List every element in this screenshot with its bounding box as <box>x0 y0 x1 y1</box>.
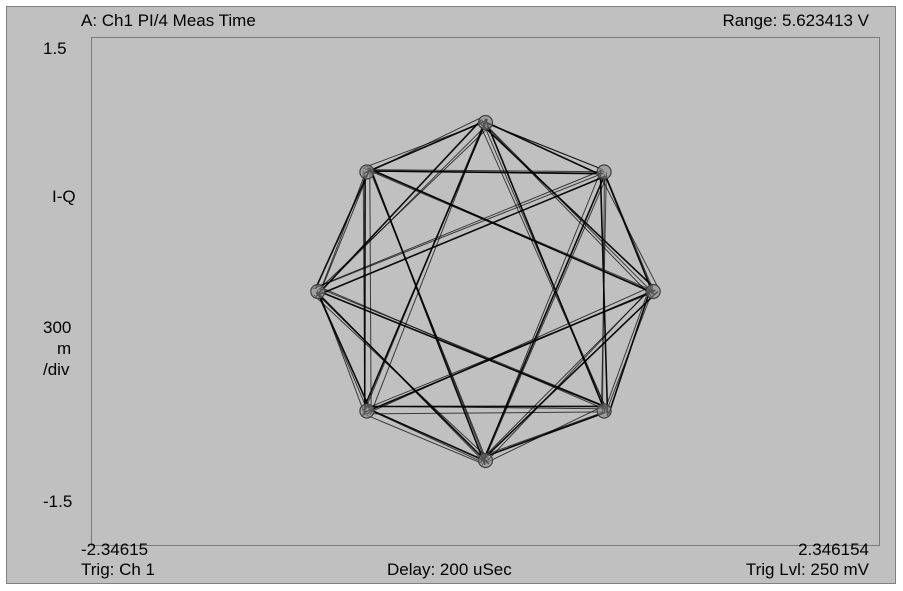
trajectory-line-7-2 <box>367 117 482 174</box>
x-max-label: 2.346154 <box>798 540 869 559</box>
trajectory-line-11-1 <box>312 172 605 290</box>
y-min-label: -1.5 <box>43 492 73 511</box>
trajectory-line-13-1 <box>362 167 654 293</box>
trajectory-line-3-1 <box>481 412 603 457</box>
trajectory-line-10-1 <box>482 173 601 463</box>
trigger-level: Trig Lvl: 250 mV <box>745 560 869 579</box>
y-scale-value: 300 <box>43 318 72 337</box>
trajectory-line-19-1 <box>316 126 490 292</box>
trajectory-line-23-2 <box>370 169 605 173</box>
trajectory-line-1-2 <box>600 176 659 287</box>
y-max-label: 1.5 <box>43 39 67 58</box>
trajectory-line-3-2 <box>484 406 602 464</box>
trajectory-line-5-1 <box>316 291 367 408</box>
trajectory-line-8-0 <box>484 118 606 412</box>
constellation-point-1 <box>596 164 612 180</box>
trajectory-line-4-2 <box>368 409 482 462</box>
trajectory-line-9-1 <box>362 127 483 416</box>
trajectory-line-6-2 <box>317 173 366 297</box>
trajectory-line-4-0 <box>369 408 487 463</box>
delay-readout: Delay: 200 uSec <box>387 560 512 579</box>
x-min-label: -2.34615 <box>81 540 149 559</box>
trajectory-line-21-1 <box>362 411 608 415</box>
trajectory-line-22-1 <box>369 169 372 410</box>
y-axis-name: I-Q <box>52 187 76 206</box>
trajectory-line-1-0 <box>604 176 654 295</box>
trajectory-line-16-1 <box>486 125 656 296</box>
range-readout: Range: 5.623413 V <box>722 11 869 30</box>
constellation-point-4 <box>477 452 494 469</box>
constellation-point-6 <box>310 283 326 300</box>
trajectory-line-19-2 <box>316 126 485 295</box>
trajectory-line-2-2 <box>603 286 651 414</box>
trajectory-line-4-1 <box>366 414 482 464</box>
trajectory-line-5-2 <box>319 295 365 414</box>
analyzer-display: A: Ch1 PI/4 Meas Time Range: 5.623413 V … <box>6 6 896 584</box>
trajectory-line-0-2 <box>486 122 603 170</box>
trajectory-line-14-2 <box>318 287 605 407</box>
trajectory-line-2-1 <box>605 290 653 414</box>
y-scale-per-div: /div <box>43 360 70 379</box>
trajectory-line-23-1 <box>367 170 601 174</box>
constellation-point-5 <box>359 403 375 419</box>
trace-title: A: Ch1 PI/4 Meas Time <box>81 11 256 30</box>
iq-constellation-svg <box>310 114 661 469</box>
iq-plot-area <box>91 37 880 546</box>
trajectory-line-17-2 <box>486 287 652 462</box>
trajectory-line-22-2 <box>362 169 366 411</box>
constellation-point-3 <box>596 403 612 419</box>
trajectory-line-8-1 <box>481 119 609 414</box>
trajectory-line-20-2 <box>600 172 607 410</box>
trajectory-line-13-2 <box>370 169 656 292</box>
y-scale-prefix: m <box>57 339 72 358</box>
trajectory-line-17-0 <box>480 290 659 463</box>
constellation-point-2 <box>645 283 661 300</box>
trigger-source: Trig: Ch 1 <box>81 560 156 579</box>
trajectory-line-18-2 <box>316 291 486 464</box>
constellation-point-0 <box>477 114 494 131</box>
trajectory-line-12-2 <box>362 293 651 411</box>
trajectory-line-21-2 <box>367 405 601 410</box>
trajectory-line-6-1 <box>321 170 370 288</box>
constellation-point-7 <box>359 164 375 180</box>
trajectory-line-6-0 <box>314 166 372 290</box>
trajectory-line-16-2 <box>482 121 652 297</box>
